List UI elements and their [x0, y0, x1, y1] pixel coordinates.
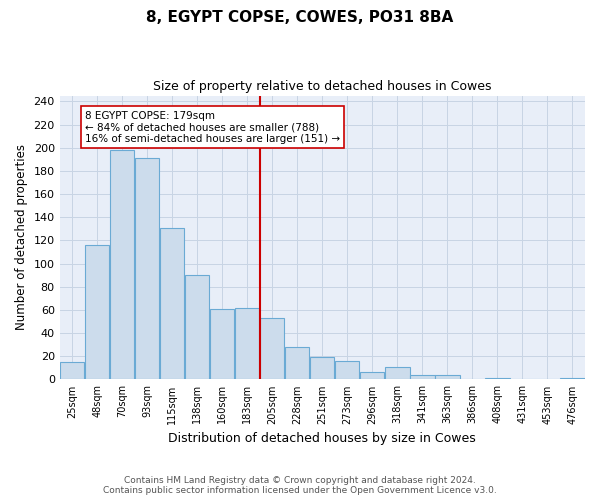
- Bar: [485, 378, 509, 380]
- Bar: [135, 158, 160, 380]
- Bar: [435, 375, 460, 380]
- Text: 8, EGYPT COPSE, COWES, PO31 8BA: 8, EGYPT COPSE, COWES, PO31 8BA: [146, 10, 454, 25]
- Bar: [210, 309, 235, 380]
- Bar: [560, 378, 584, 380]
- Bar: [185, 275, 209, 380]
- X-axis label: Distribution of detached houses by size in Cowes: Distribution of detached houses by size …: [169, 432, 476, 445]
- Bar: [160, 228, 184, 380]
- Bar: [285, 347, 310, 380]
- Y-axis label: Number of detached properties: Number of detached properties: [15, 144, 28, 330]
- Text: 8 EGYPT COPSE: 179sqm
← 84% of detached houses are smaller (788)
16% of semi-det: 8 EGYPT COPSE: 179sqm ← 84% of detached …: [85, 110, 340, 144]
- Title: Size of property relative to detached houses in Cowes: Size of property relative to detached ho…: [153, 80, 491, 93]
- Bar: [410, 375, 434, 380]
- Text: Contains HM Land Registry data © Crown copyright and database right 2024.
Contai: Contains HM Land Registry data © Crown c…: [103, 476, 497, 495]
- Bar: [385, 366, 410, 380]
- Bar: [360, 372, 385, 380]
- Bar: [60, 362, 85, 380]
- Bar: [235, 308, 259, 380]
- Bar: [260, 318, 284, 380]
- Bar: [310, 358, 334, 380]
- Bar: [335, 361, 359, 380]
- Bar: [85, 245, 109, 380]
- Bar: [110, 150, 134, 380]
